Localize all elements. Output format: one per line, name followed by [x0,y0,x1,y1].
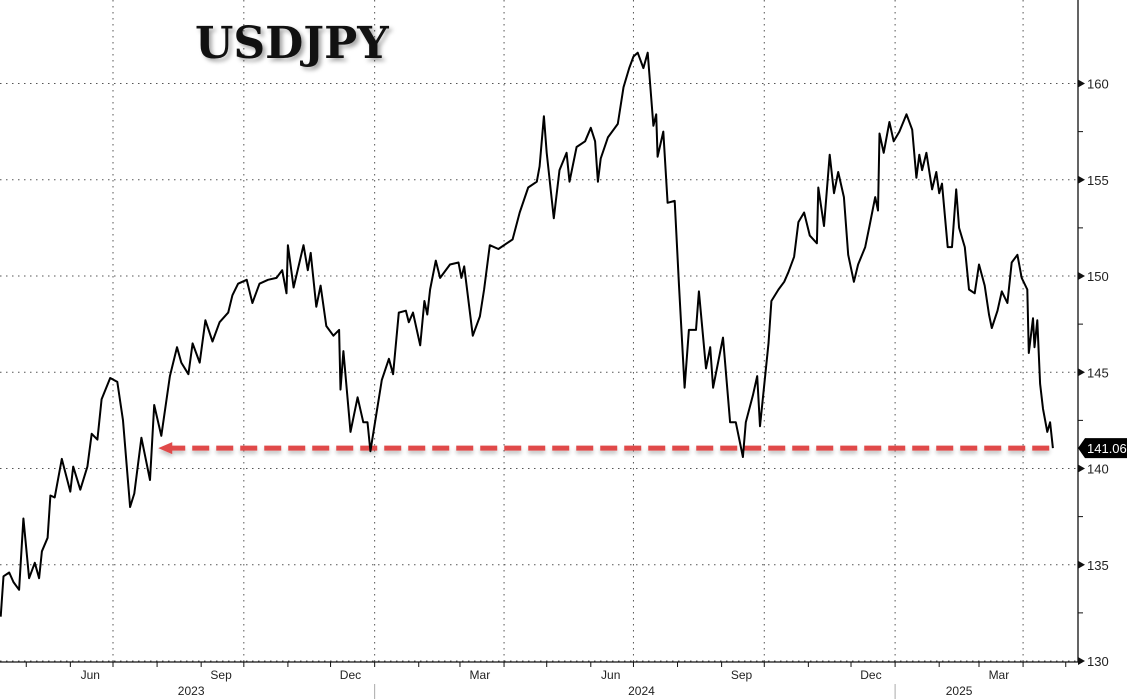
x-month-label: Mar [470,668,491,682]
last-value-text: 141.06 [1087,441,1127,456]
usdjpy-line [0,51,1054,617]
y-tick-label: 135 [1087,558,1109,573]
y-tick-marker [1078,79,1085,88]
y-tick-marker [1078,175,1085,184]
x-month-label: Dec [340,668,361,682]
y-tick-marker [1078,368,1085,377]
x-year-label: 2023 [178,684,205,698]
y-tick-label: 160 [1087,77,1109,92]
last-value-tag [1078,438,1127,459]
y-tick-marker [1078,464,1085,473]
y-tick-marker [1078,657,1085,665]
price-series [0,51,1054,617]
x-month-label: Mar [989,668,1010,682]
chart-title: USDJPY [195,18,389,69]
y-tick-label: 145 [1087,365,1109,380]
x-month-label: Sep [731,668,753,682]
x-month-label: Sep [210,668,232,682]
x-year-label: 2024 [628,684,655,698]
x-month-label: Jun [81,668,100,682]
support-level-line [158,442,1053,455]
arrowhead-left-icon [158,442,173,455]
x-month-label: Dec [860,668,881,682]
last-value-label: 141.06 [1078,438,1127,459]
y-tick-label: 155 [1087,173,1109,188]
gridlines [0,0,1078,662]
x-month-label: Jun [601,668,620,682]
x-year-label: 2025 [946,684,973,698]
y-tick-marker [1078,560,1085,569]
y-tick-label: 150 [1087,269,1109,284]
y-tick-label: 140 [1087,462,1109,477]
y-tick-marker [1078,272,1085,280]
y-tick-label: 130 [1087,654,1109,669]
